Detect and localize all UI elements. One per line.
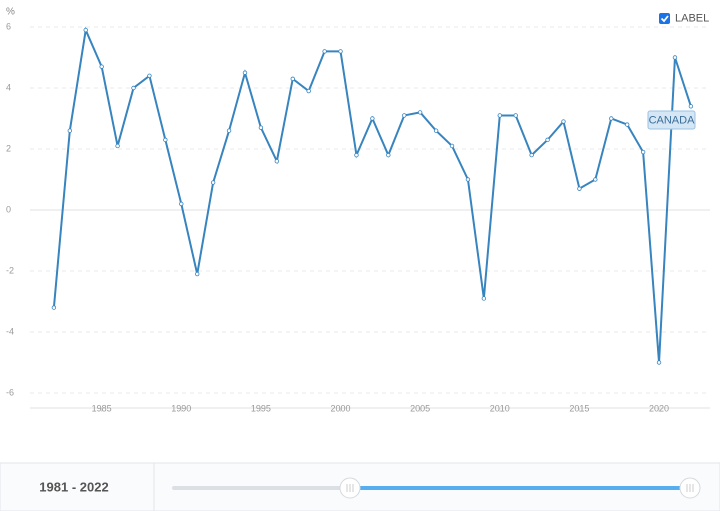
y-tick-label: -2: [6, 265, 14, 275]
handle-grip: [346, 484, 354, 492]
y-tick-label: 0: [6, 204, 11, 214]
x-tick-label: 2000: [331, 403, 351, 413]
data-point: [67, 128, 73, 133]
checkmark: [660, 15, 669, 23]
data-point: [51, 305, 57, 310]
data-point: [354, 152, 359, 158]
data-point: [83, 27, 88, 33]
slider-range: [350, 486, 690, 490]
data-point: [497, 113, 502, 118]
x-tick-label: 2015: [569, 403, 589, 413]
data-point: [465, 177, 471, 182]
y-tick-label: -4: [6, 326, 14, 336]
data-point: [322, 49, 327, 54]
data-point: [147, 73, 152, 78]
data-point: [163, 137, 168, 143]
data-point: [433, 128, 439, 133]
y-tick-label: 2: [6, 143, 11, 153]
range-label: 1981 - 2022: [39, 479, 108, 494]
data-point: [370, 116, 375, 121]
x-tick-label: 1990: [171, 403, 191, 413]
series-label-box: [647, 110, 696, 130]
data-point: [417, 110, 423, 115]
series-line: [52, 26, 692, 363]
data-point: [593, 177, 598, 182]
data-point: [226, 128, 232, 133]
x-tick-label: 2005: [410, 403, 430, 413]
x-tick-label: 2020: [649, 403, 669, 413]
x-tick-label: 2010: [490, 403, 510, 413]
y-unit: %: [6, 7, 15, 18]
data-point: [656, 360, 662, 365]
data-point: [274, 158, 280, 164]
data-point: [545, 137, 550, 143]
data-point: [386, 152, 391, 158]
data-point: [242, 70, 248, 75]
data-point: [513, 113, 518, 118]
label-toggle[interactable]: LABEL: [659, 12, 709, 24]
data-point: [195, 271, 200, 277]
y-tick-label: 4: [6, 82, 11, 92]
data-point: [609, 116, 614, 121]
data-point: [290, 76, 295, 82]
data-point: [449, 143, 455, 149]
slider-handle-left[interactable]: [339, 477, 361, 499]
data-point: [131, 85, 136, 91]
data-point: [258, 125, 264, 130]
y-tick-label: 6: [6, 21, 11, 31]
handle-grip: [686, 484, 694, 492]
data-point: [402, 113, 407, 118]
data-point: [210, 180, 216, 185]
data-point: [306, 88, 311, 94]
data-point: [115, 143, 120, 149]
data-point: [577, 186, 582, 191]
checkbox[interactable]: [659, 13, 670, 24]
data-point: [179, 201, 184, 207]
data-point: [529, 152, 534, 158]
data-point: [688, 104, 694, 109]
data-point: [640, 149, 646, 155]
data-point: [99, 64, 104, 69]
slider-handle-right[interactable]: [679, 477, 701, 499]
series-label: CANADA: [647, 110, 696, 130]
data-point: [624, 122, 630, 127]
x-tick-label: 1985: [92, 403, 112, 413]
data-point: [481, 296, 487, 301]
y-tick-label: -6: [6, 387, 14, 397]
data-point: [672, 55, 678, 60]
checkbox-label[interactable]: LABEL: [675, 12, 709, 24]
data-point: [561, 119, 566, 124]
data-point: [338, 49, 343, 54]
series-label-text: CANADA: [649, 114, 696, 126]
x-tick-label: 1995: [251, 403, 271, 413]
